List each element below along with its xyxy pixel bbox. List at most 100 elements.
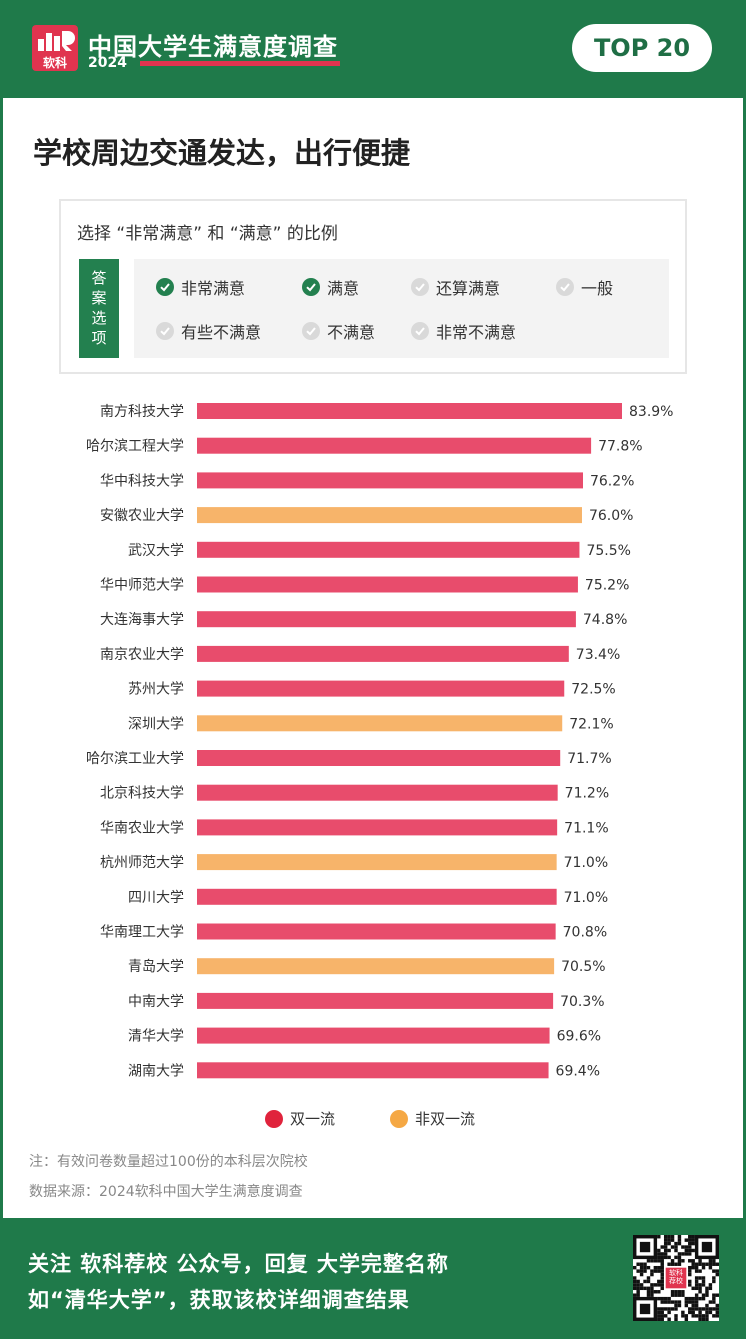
- option-4: 一般: [556, 275, 613, 299]
- value-label: 77.8%: [598, 439, 642, 455]
- option-6: 不满意: [302, 319, 375, 343]
- bar: [197, 854, 557, 871]
- value-label: 71.2%: [565, 786, 609, 802]
- bar: [197, 750, 561, 766]
- header: 软科 中国大学生满意度调查 2024 TOP 20: [0, 0, 746, 98]
- option-label: 有些不满意: [181, 323, 262, 342]
- check-icon: [156, 278, 174, 296]
- footnote: 注：有效问卷数量超过100份的本科层次院校: [29, 1154, 308, 1170]
- bar: [197, 819, 558, 836]
- value-label: 74.8%: [583, 612, 627, 628]
- bar: [197, 958, 555, 975]
- option-7: 非常不满意: [411, 319, 516, 343]
- option-label: 还算满意: [436, 279, 501, 298]
- footer-line-1: 关注 软科荐校 公众号，回复 大学完整名称: [28, 1252, 449, 1276]
- value-label: 76.0%: [589, 508, 633, 524]
- check-icon: [302, 278, 320, 296]
- content-card: 学校周边交通发达，出行便捷 选择 “非常满意” 和 “满意” 的比例 答案选项 …: [3, 98, 743, 1218]
- qr-code: 软科荐校: [633, 1235, 719, 1321]
- category-label: 华中师范大学: [100, 577, 184, 594]
- uncheck-icon: [411, 278, 429, 296]
- options-tag-text: 答案选项: [91, 269, 107, 347]
- ruanke-logo: 软科: [32, 25, 78, 71]
- value-label: 76.2%: [590, 473, 634, 489]
- value-label: 71.0%: [564, 890, 608, 906]
- uncheck-icon: [556, 278, 574, 296]
- survey-year: 2024: [88, 55, 127, 71]
- category-label: 安徽农业大学: [100, 508, 184, 524]
- option-5: 有些不满意: [156, 319, 261, 343]
- footer-line-2: 如“清华大学”，获取该校详细调查结果: [28, 1288, 410, 1312]
- category-label: 北京科技大学: [100, 786, 184, 802]
- legend-label-syl: 双一流: [290, 1110, 336, 1128]
- bar: [197, 645, 569, 662]
- category-label: 清华大学: [128, 1029, 184, 1045]
- value-label: 75.2%: [585, 578, 629, 594]
- value-label: 70.5%: [561, 959, 605, 975]
- bar: [197, 715, 563, 732]
- legend-dot-syl: [265, 1110, 283, 1128]
- bar: [197, 1062, 549, 1079]
- svg-text:软科: 软科: [43, 55, 67, 70]
- bar: [197, 611, 576, 628]
- value-label: 73.4%: [576, 647, 620, 663]
- category-label: 华南农业大学: [100, 820, 184, 836]
- options-tag: 答案选项: [79, 259, 119, 358]
- data-source: 数据来源：2024软科中国大学生满意度调查: [29, 1184, 303, 1200]
- title-underline: [140, 61, 340, 66]
- category-label: 湖南大学: [128, 1063, 184, 1079]
- category-label: 华南理工大学: [100, 925, 184, 941]
- bar: [197, 472, 583, 489]
- option-label: 一般: [581, 279, 614, 298]
- bar: [197, 680, 565, 697]
- value-label: 71.1%: [564, 820, 608, 836]
- option-label: 满意: [327, 279, 360, 298]
- option-2: 满意: [302, 275, 359, 299]
- category-label: 南方科技大学: [100, 404, 184, 420]
- category-label: 华中科技大学: [100, 473, 184, 489]
- category-label: 大连海事大学: [100, 612, 184, 628]
- page-title: 学校周边交通发达，出行便捷: [33, 136, 411, 170]
- bar-chart: 南方科技大学 83.9% 哈尔滨工程大学 77.8% 华中科技大学 76.2% 安徽农业大学…: [86, 403, 673, 1079]
- value-label: 70.8%: [563, 925, 607, 941]
- bar: [197, 923, 556, 940]
- option-1: 非常满意: [156, 275, 245, 299]
- category-label: 四川大学: [128, 890, 184, 906]
- options-title: 选择 “非常满意” 和 “满意” 的比例: [77, 224, 338, 244]
- uncheck-icon: [302, 322, 320, 340]
- option-label: 非常不满意: [436, 323, 517, 342]
- uncheck-icon: [411, 322, 429, 340]
- qr-center-logo: [665, 1267, 687, 1289]
- value-label: 72.1%: [569, 716, 613, 732]
- bar: [197, 403, 622, 419]
- answer-options-box: 选择 “非常满意” 和 “满意” 的比例 答案选项 非常满意 满意 还算满意 一般有些…: [59, 199, 687, 374]
- bar: [197, 507, 582, 524]
- survey-title: 中国大学生满意度调查: [88, 33, 338, 61]
- bar: [197, 1027, 550, 1044]
- option-3: 还算满意: [411, 275, 500, 299]
- legend-label-non-syl: 非双一流: [415, 1110, 476, 1128]
- value-label: 71.0%: [564, 855, 608, 871]
- bar: [197, 784, 558, 801]
- value-label: 69.4%: [556, 1063, 600, 1079]
- bar: [197, 992, 554, 1009]
- options-panel: 非常满意 满意 还算满意 一般有些不满意 不满意 非常不满意: [134, 259, 669, 358]
- category-label: 哈尔滨工业大学: [86, 751, 184, 767]
- bar: [197, 541, 580, 558]
- legend-dot-non-syl: [390, 1110, 408, 1128]
- category-label: 杭州师范大学: [100, 854, 184, 871]
- option-label: 非常满意: [181, 279, 246, 298]
- uncheck-icon: [156, 322, 174, 340]
- qr-center-text: 软科: [669, 1268, 683, 1277]
- value-label: 71.7%: [567, 751, 611, 767]
- bar: [197, 888, 557, 905]
- category-label: 南京农业大学: [100, 647, 184, 663]
- category-label: 中南大学: [128, 994, 184, 1010]
- top20-badge: TOP 20: [572, 24, 712, 72]
- category-label: 哈尔滨工程大学: [86, 439, 184, 455]
- category-label: 青岛大学: [128, 959, 184, 975]
- value-label: 72.5%: [571, 682, 615, 698]
- value-label: 83.9%: [629, 404, 673, 420]
- bar: [197, 576, 578, 593]
- option-label: 不满意: [327, 323, 376, 342]
